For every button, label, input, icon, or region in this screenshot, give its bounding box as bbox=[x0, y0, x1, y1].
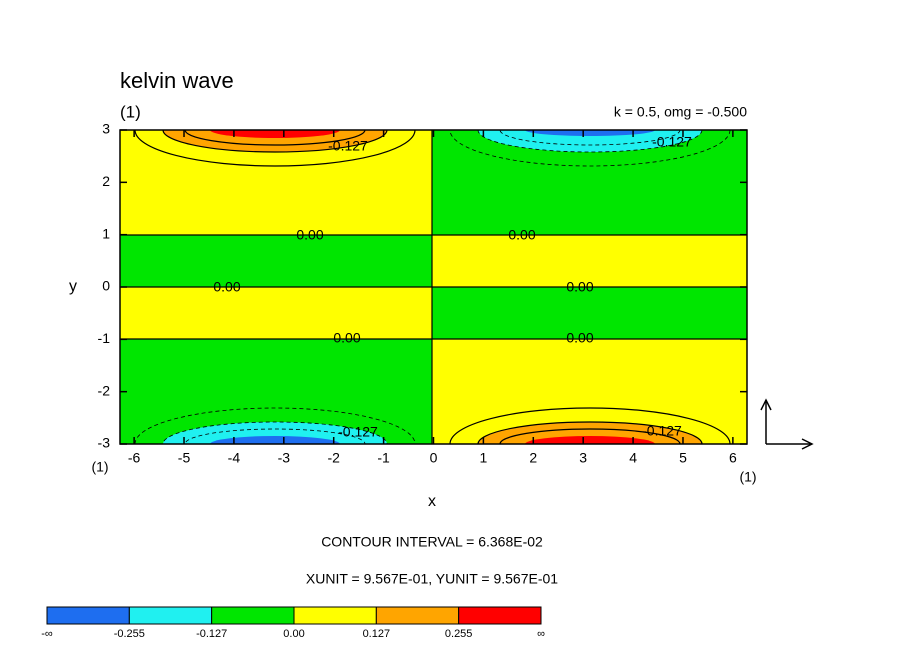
colorbar-box bbox=[375, 606, 460, 625]
y-tick-label: 1 bbox=[102, 225, 110, 241]
contour-line bbox=[162, 421, 388, 444]
contour-label: 0.00 bbox=[213, 279, 240, 295]
colorbar-box bbox=[293, 606, 377, 625]
colorbar-label: 0.127 bbox=[363, 628, 391, 640]
contour-line bbox=[184, 130, 366, 146]
contour-line bbox=[499, 428, 681, 444]
x-tick-label: 4 bbox=[629, 450, 637, 466]
colorbar-box bbox=[128, 606, 213, 625]
unit-note: XUNIT = 9.567E-01, YUNIT = 9.567E-01 bbox=[306, 571, 558, 587]
colorbar-label: 0.255 bbox=[445, 628, 473, 640]
x-tick-label: 0 bbox=[430, 450, 438, 466]
x-tick-label: 1 bbox=[479, 450, 487, 466]
contour-label: -0.127 bbox=[652, 134, 692, 150]
colorbar-label: -∞ bbox=[41, 628, 53, 640]
x-tick-label: -6 bbox=[128, 450, 141, 466]
chart-title: kelvin wave bbox=[120, 68, 234, 93]
x-tick-label: -2 bbox=[327, 450, 340, 466]
region bbox=[163, 130, 387, 152]
contour-line bbox=[449, 407, 731, 444]
x-tick-label: 3 bbox=[579, 450, 587, 466]
colorbar-label: -0.127 bbox=[196, 628, 227, 640]
y-tick-label: 2 bbox=[102, 173, 110, 189]
contour-line bbox=[134, 407, 416, 444]
x-tick-label: -1 bbox=[377, 450, 390, 466]
region bbox=[432, 235, 747, 287]
contour-line bbox=[134, 130, 416, 167]
colorbar-label: -0.255 bbox=[114, 628, 145, 640]
panel-label: (1) bbox=[120, 102, 141, 121]
y-tick-label: 0 bbox=[102, 278, 110, 294]
x-factor: (1) bbox=[739, 469, 756, 485]
colorbar-box bbox=[458, 606, 542, 625]
contour-label: 0.00 bbox=[566, 279, 593, 295]
contour-interval: CONTOUR INTERVAL = 6.368E-02 bbox=[321, 534, 543, 550]
y-tick-label: -3 bbox=[98, 435, 111, 451]
contour-labels: -0.127 -0.127 -0.127 -0.127 0.00 0.00 0.… bbox=[213, 134, 692, 440]
x-tick-label: 6 bbox=[729, 450, 737, 466]
contour-label: -0.127 bbox=[328, 138, 368, 154]
y-tick-label: -2 bbox=[98, 382, 111, 398]
contour-line bbox=[162, 130, 388, 153]
annotation: k = 0.5, omg = -0.500 bbox=[614, 104, 747, 120]
x-tick-label: -4 bbox=[228, 450, 241, 466]
contour-label: 0.00 bbox=[296, 227, 323, 243]
colorbar-box bbox=[211, 606, 295, 625]
contour-label: -0.127 bbox=[642, 423, 682, 439]
y-axis-label: y bbox=[69, 278, 77, 295]
contour-line bbox=[477, 421, 703, 444]
contour-label: 0.00 bbox=[508, 227, 535, 243]
region bbox=[120, 235, 432, 287]
colorbar-label: ∞ bbox=[537, 628, 545, 640]
contour-line bbox=[499, 130, 681, 146]
y-tick-label: -1 bbox=[98, 330, 111, 346]
contour-field bbox=[120, 130, 747, 444]
colorbar-label: 0.00 bbox=[283, 628, 304, 640]
y-tick-label: 3 bbox=[102, 121, 110, 137]
contour-label: 0.00 bbox=[333, 330, 360, 346]
contour-label: -0.127 bbox=[338, 424, 378, 440]
region bbox=[163, 422, 387, 444]
reference-vector bbox=[760, 398, 814, 450]
x-tick-label: -3 bbox=[278, 450, 291, 466]
x-axis-label: x bbox=[428, 493, 436, 510]
y-factor: (1) bbox=[91, 459, 108, 475]
region bbox=[210, 130, 340, 138]
contour-label: 0.00 bbox=[566, 330, 593, 346]
region bbox=[525, 436, 655, 444]
region bbox=[210, 436, 340, 444]
x-tick-label: 5 bbox=[679, 450, 687, 466]
contour-line bbox=[449, 130, 731, 167]
x-tick-label: -5 bbox=[178, 450, 191, 466]
colorbar-box bbox=[46, 606, 130, 625]
region bbox=[525, 130, 655, 136]
x-tick-label: 2 bbox=[529, 450, 537, 466]
